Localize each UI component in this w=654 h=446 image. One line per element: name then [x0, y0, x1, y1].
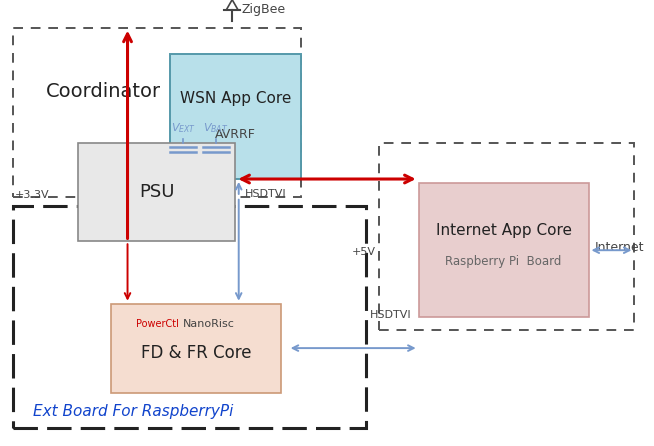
- Text: PSU: PSU: [139, 183, 175, 201]
- Text: $V_{BAT}$: $V_{BAT}$: [203, 121, 229, 135]
- Text: Ext Board For RaspberryPi: Ext Board For RaspberryPi: [33, 405, 233, 419]
- Text: NanoRisc: NanoRisc: [183, 318, 235, 329]
- Bar: [78, 144, 235, 241]
- Text: PowerCtl: PowerCtl: [135, 318, 179, 329]
- Text: WSN App Core: WSN App Core: [180, 91, 291, 107]
- Text: ZigBee: ZigBee: [242, 4, 286, 17]
- Text: FD & FR Core: FD & FR Core: [141, 343, 251, 362]
- Text: Coordinator: Coordinator: [46, 83, 161, 102]
- Text: +5V: +5V: [352, 248, 376, 257]
- Text: Internet: Internet: [594, 241, 644, 255]
- Text: Raspberry Pi  Board: Raspberry Pi Board: [445, 255, 562, 268]
- Text: Internet App Core: Internet App Core: [436, 223, 572, 238]
- Bar: [111, 304, 281, 392]
- Text: HSDTVI: HSDTVI: [370, 310, 411, 320]
- Bar: [13, 206, 366, 428]
- Text: HSDTVI: HSDTVI: [245, 189, 287, 199]
- Text: $V_{EXT}$: $V_{EXT}$: [171, 121, 196, 135]
- Text: AVRRF: AVRRF: [215, 128, 256, 141]
- Bar: [419, 183, 589, 317]
- Bar: [379, 144, 634, 330]
- Bar: [13, 28, 301, 197]
- Bar: [170, 54, 301, 179]
- Text: +3.3V: +3.3V: [14, 190, 49, 200]
